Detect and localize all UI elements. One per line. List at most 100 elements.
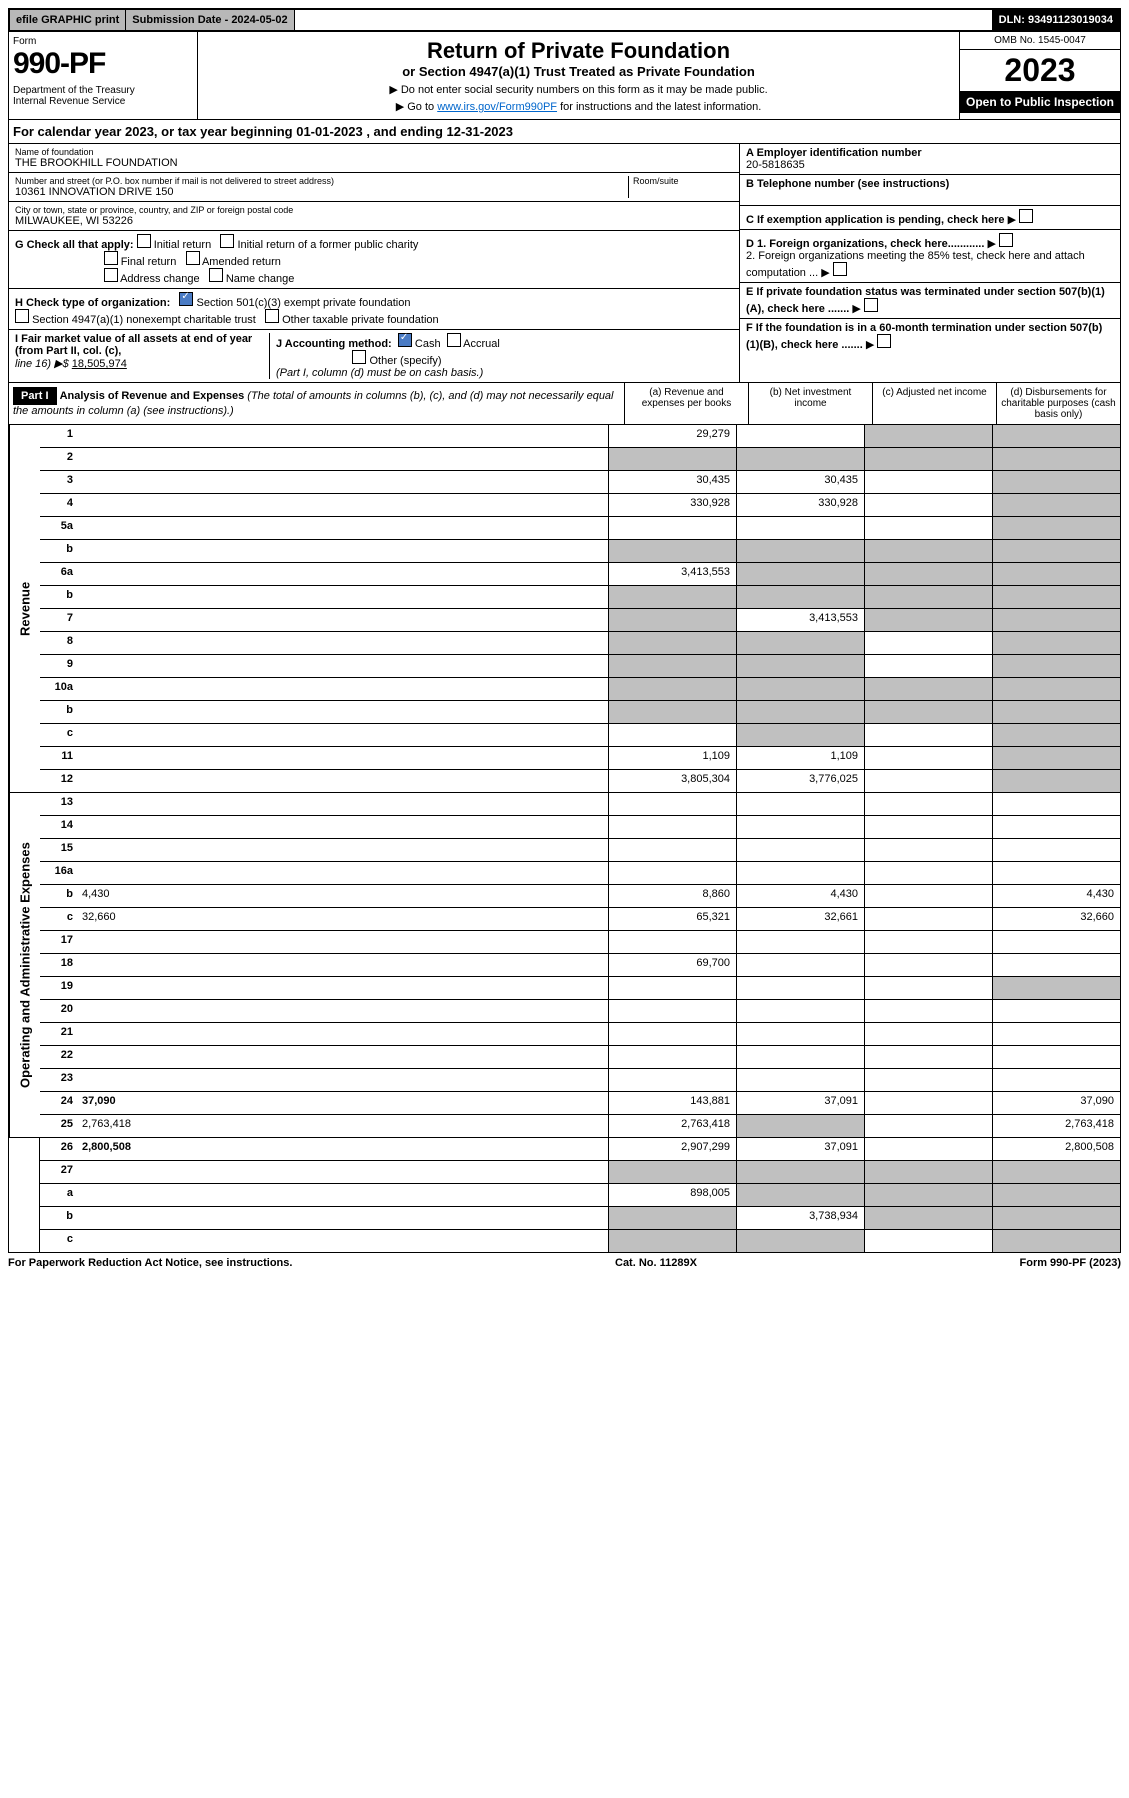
irs-link[interactable]: www.irs.gov/Form990PF bbox=[437, 101, 557, 113]
exemption-pending-checkbox[interactable] bbox=[1019, 209, 1033, 223]
data-cell-a: 1,109 bbox=[608, 747, 736, 769]
line-number: b bbox=[40, 1207, 76, 1229]
table-row: 73,413,553 bbox=[40, 609, 1120, 632]
table-row: c32,66065,32132,66132,660 bbox=[40, 908, 1120, 931]
data-cell-c bbox=[864, 1184, 992, 1206]
data-cell-a bbox=[608, 1230, 736, 1252]
data-cell-c bbox=[864, 954, 992, 976]
line-number: 1 bbox=[40, 425, 76, 447]
data-cell-d bbox=[992, 724, 1120, 746]
accrual-checkbox[interactable] bbox=[447, 333, 461, 347]
g-check-cell: G Check all that apply: Initial return I… bbox=[9, 231, 739, 289]
data-cell-a bbox=[608, 609, 736, 631]
foreign-org-checkbox[interactable] bbox=[999, 233, 1013, 247]
data-cell-b bbox=[736, 954, 864, 976]
data-cell-b: 37,091 bbox=[736, 1138, 864, 1160]
table-row: 19 bbox=[40, 977, 1120, 1000]
line-description bbox=[76, 1230, 608, 1252]
table-row: 9 bbox=[40, 655, 1120, 678]
line-description: 37,090 bbox=[76, 1092, 608, 1114]
line-number: 13 bbox=[40, 793, 76, 815]
cat-number: Cat. No. 11289X bbox=[615, 1257, 697, 1269]
data-cell-b: 1,109 bbox=[736, 747, 864, 769]
data-cell-a bbox=[608, 448, 736, 470]
line-description bbox=[76, 724, 608, 746]
data-cell-d bbox=[992, 1023, 1120, 1045]
line-number: 25 bbox=[40, 1115, 76, 1137]
table-row: 20 bbox=[40, 1000, 1120, 1023]
initial-return-checkbox[interactable] bbox=[137, 234, 151, 248]
data-cell-b bbox=[736, 540, 864, 562]
other-method-checkbox[interactable] bbox=[352, 350, 366, 364]
line-number: 12 bbox=[40, 770, 76, 792]
data-cell-c bbox=[864, 1092, 992, 1114]
data-cell-b bbox=[736, 1230, 864, 1252]
data-cell-c bbox=[864, 1069, 992, 1091]
table-row: 21 bbox=[40, 1023, 1120, 1046]
data-cell-b bbox=[736, 1115, 864, 1137]
data-cell-d bbox=[992, 1161, 1120, 1183]
data-cell-b bbox=[736, 1046, 864, 1068]
line-number: b bbox=[40, 540, 76, 562]
initial-return-former-checkbox[interactable] bbox=[220, 234, 234, 248]
data-cell-c bbox=[864, 1115, 992, 1137]
open-public: Open to Public Inspection bbox=[960, 91, 1120, 113]
table-row: 15 bbox=[40, 839, 1120, 862]
data-cell-a: 8,860 bbox=[608, 885, 736, 907]
f-cell: F If the foundation is in a 60-month ter… bbox=[740, 319, 1120, 354]
60month-checkbox[interactable] bbox=[877, 334, 891, 348]
data-cell-c bbox=[864, 793, 992, 815]
instruction-1: ▶ Do not enter social security numbers o… bbox=[204, 83, 953, 96]
revenue-section: Revenue 129,2792330,43530,4354330,928330… bbox=[8, 425, 1121, 793]
line-description bbox=[76, 632, 608, 654]
table-row: b bbox=[40, 586, 1120, 609]
revenue-side-label: Revenue bbox=[9, 425, 40, 792]
data-cell-c bbox=[864, 448, 992, 470]
data-cell-b bbox=[736, 655, 864, 677]
data-cell-a: 30,435 bbox=[608, 471, 736, 493]
line-description bbox=[76, 1184, 608, 1206]
data-cell-d bbox=[992, 540, 1120, 562]
data-cell-c bbox=[864, 701, 992, 723]
data-cell-c bbox=[864, 678, 992, 700]
foreign-85-checkbox[interactable] bbox=[833, 262, 847, 276]
data-cell-d bbox=[992, 954, 1120, 976]
amended-return-checkbox[interactable] bbox=[186, 251, 200, 265]
data-cell-d bbox=[992, 678, 1120, 700]
data-cell-a bbox=[608, 1069, 736, 1091]
line-number: 22 bbox=[40, 1046, 76, 1068]
line-number: b bbox=[40, 885, 76, 907]
501c3-checkbox[interactable] bbox=[179, 292, 193, 306]
data-cell-c bbox=[864, 1230, 992, 1252]
data-cell-d bbox=[992, 770, 1120, 792]
line-description bbox=[76, 1069, 608, 1091]
data-cell-c bbox=[864, 816, 992, 838]
4947a1-checkbox[interactable] bbox=[15, 309, 29, 323]
data-cell-c bbox=[864, 908, 992, 930]
data-cell-b bbox=[736, 977, 864, 999]
department: Department of the TreasuryInternal Reven… bbox=[13, 85, 193, 107]
address-change-checkbox[interactable] bbox=[104, 268, 118, 282]
table-row: a898,005 bbox=[40, 1184, 1120, 1207]
line-number: 3 bbox=[40, 471, 76, 493]
data-cell-c bbox=[864, 839, 992, 861]
data-cell-d bbox=[992, 1207, 1120, 1229]
name-change-checkbox[interactable] bbox=[209, 268, 223, 282]
part1-header-row: Part I Analysis of Revenue and Expenses … bbox=[8, 383, 1121, 425]
line-description bbox=[76, 425, 608, 447]
line-description: 32,660 bbox=[76, 908, 608, 930]
i-j-cell: I Fair market value of all assets at end… bbox=[9, 330, 739, 382]
data-cell-b: 4,430 bbox=[736, 885, 864, 907]
table-row: 330,43530,435 bbox=[40, 471, 1120, 494]
cash-checkbox[interactable] bbox=[398, 333, 412, 347]
data-cell-d bbox=[992, 609, 1120, 631]
line-description bbox=[76, 839, 608, 861]
data-cell-d bbox=[992, 793, 1120, 815]
table-row: 6a3,413,553 bbox=[40, 563, 1120, 586]
status-terminated-checkbox[interactable] bbox=[864, 298, 878, 312]
line-number: 21 bbox=[40, 1023, 76, 1045]
data-cell-a bbox=[608, 977, 736, 999]
page-footer: For Paperwork Reduction Act Notice, see … bbox=[8, 1253, 1121, 1273]
final-return-checkbox[interactable] bbox=[104, 251, 118, 265]
other-taxable-checkbox[interactable] bbox=[265, 309, 279, 323]
